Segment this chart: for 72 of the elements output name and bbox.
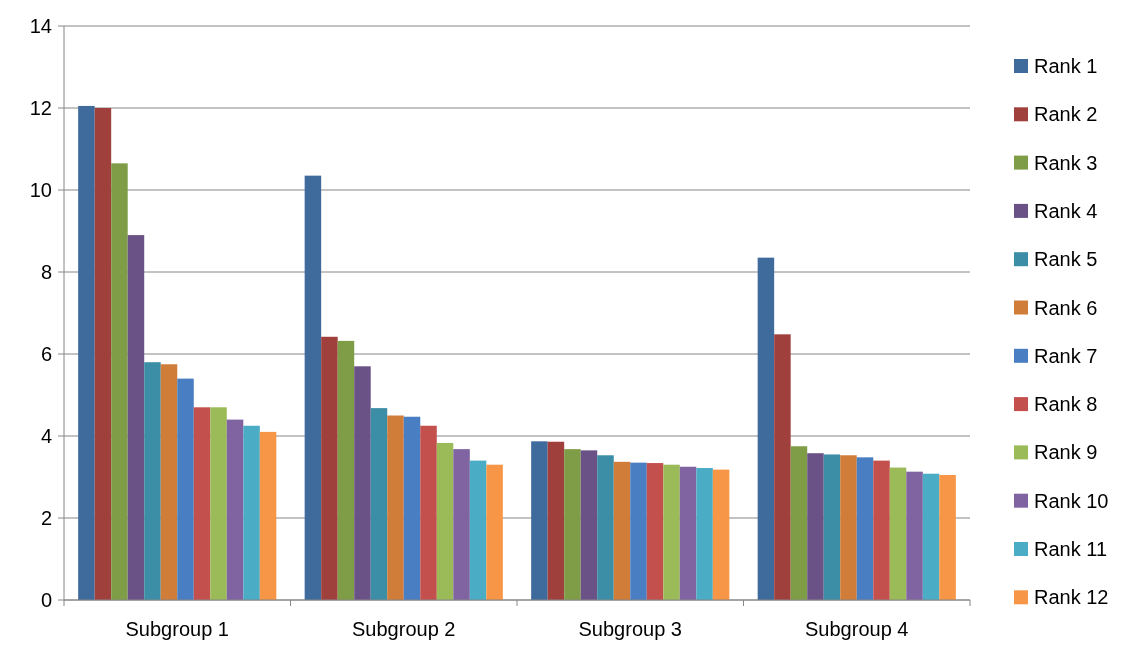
legend-label: Rank 1	[1034, 55, 1098, 77]
bar	[304, 175, 322, 600]
legend-label: Rank 6	[1034, 296, 1098, 319]
legend-label: Rank 9	[1034, 441, 1098, 464]
y-tick-label: 10	[29, 179, 52, 201]
bar	[94, 108, 112, 600]
bar	[226, 419, 244, 600]
bar	[453, 449, 470, 600]
bar	[547, 441, 565, 600]
bar	[531, 441, 548, 600]
bar	[177, 378, 194, 600]
bar	[613, 461, 631, 600]
legend-label: Rank 5	[1034, 248, 1098, 271]
bar	[210, 407, 227, 600]
bar	[469, 460, 487, 600]
bar	[337, 340, 355, 600]
y-tick-label: 6	[40, 343, 52, 365]
y-tick-label: 4	[40, 425, 52, 447]
bar	[580, 450, 598, 600]
x-tick-label: Subgroup 1	[125, 618, 229, 640]
y-tick-label: 0	[40, 589, 52, 611]
bar	[259, 431, 277, 600]
x-tick-label: Subgroup 4	[805, 618, 909, 640]
legend-label: Rank 8	[1034, 393, 1098, 416]
bar	[696, 467, 713, 600]
bar	[354, 366, 371, 600]
bar	[387, 415, 404, 600]
legend-label: Rank 7	[1034, 344, 1098, 367]
bar	[403, 416, 421, 600]
bar	[144, 362, 161, 600]
legend-label: Rank 10	[1034, 489, 1109, 512]
bar	[243, 425, 260, 600]
bar	[111, 163, 128, 600]
bar	[922, 473, 940, 600]
legend-label: Rank 12	[1034, 586, 1109, 609]
bar	[889, 467, 907, 600]
bar	[436, 442, 454, 600]
bar	[840, 455, 857, 600]
legend-label: Rank 4	[1034, 199, 1098, 222]
bar	[420, 425, 437, 600]
bar	[873, 460, 890, 600]
bar	[127, 235, 145, 600]
bar	[939, 474, 956, 600]
bar	[712, 469, 730, 600]
y-tick-label: 2	[40, 507, 52, 529]
bar	[564, 449, 581, 600]
bar	[160, 364, 178, 600]
y-tick-label: 14	[29, 15, 52, 37]
bar	[321, 336, 338, 600]
bar	[646, 463, 664, 600]
bar	[823, 454, 841, 600]
bar	[807, 453, 824, 600]
bar	[663, 464, 680, 600]
legend-label: Rank 2	[1034, 103, 1098, 126]
y-tick-label: 8	[40, 261, 52, 283]
bar	[370, 408, 388, 600]
legend-label: Rank 3	[1034, 151, 1098, 174]
bar	[774, 334, 791, 600]
x-tick-label: Subgroup 2	[352, 618, 456, 640]
bar	[679, 466, 697, 600]
bar	[597, 455, 614, 600]
bar	[790, 446, 808, 600]
x-tick-label: Subgroup 3	[578, 618, 682, 640]
bar	[486, 464, 503, 600]
y-tick-label: 12	[29, 97, 52, 119]
bar	[78, 105, 95, 600]
bar	[630, 462, 647, 600]
bar	[856, 457, 874, 600]
bar	[193, 407, 211, 600]
bar	[906, 471, 923, 600]
legend-label: Rank 11	[1034, 538, 1108, 560]
bar	[757, 257, 775, 600]
